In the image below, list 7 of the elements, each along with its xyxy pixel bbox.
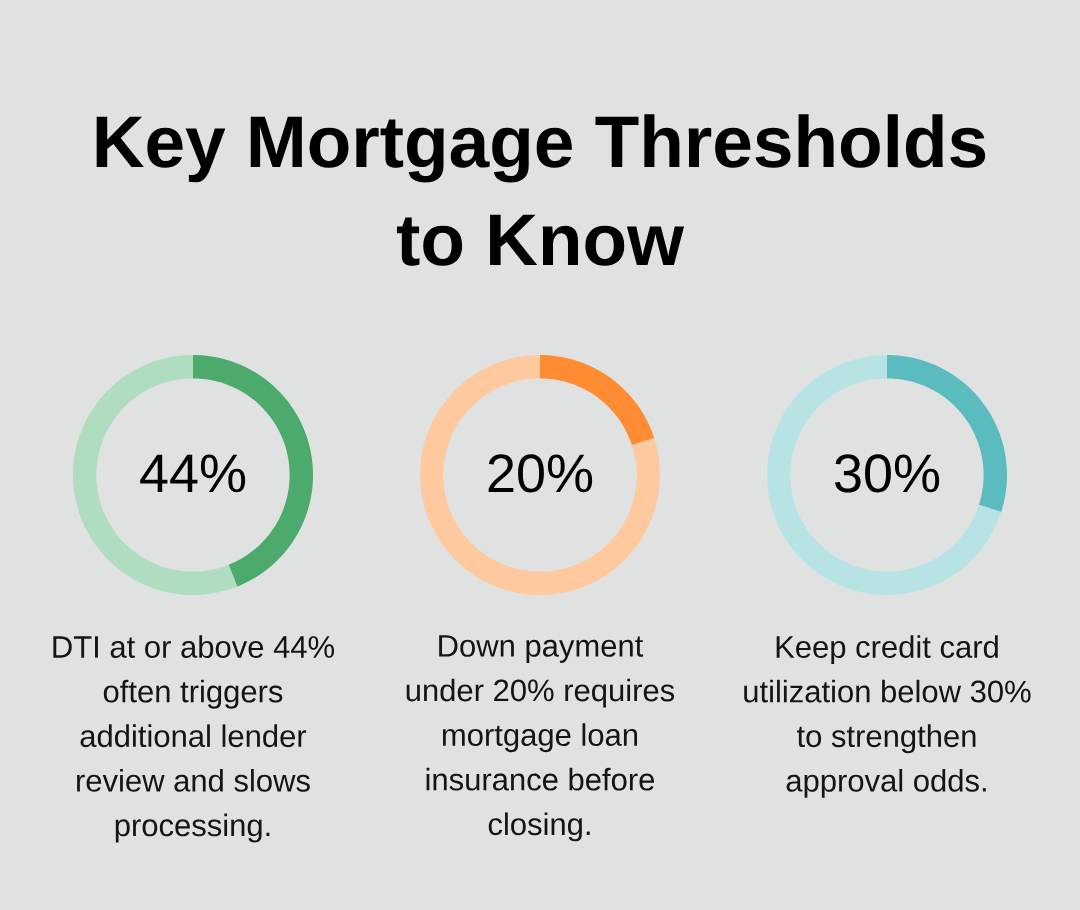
data-label: 30% [835,454,940,493]
text: Key Mortgage Thresholds to Know [96,114,986,266]
data-label: 44% [140,454,246,493]
text: Down payment under 20% requires mortgage loan insurance before closing. [406,635,675,842]
text: DTI at or above 44% often triggers additional lender review and slows processing. [53,635,335,843]
data-label: 20% [488,454,593,493]
text: Keep credit card utilization below 30% to strengthen approval odds. [744,635,1031,798]
